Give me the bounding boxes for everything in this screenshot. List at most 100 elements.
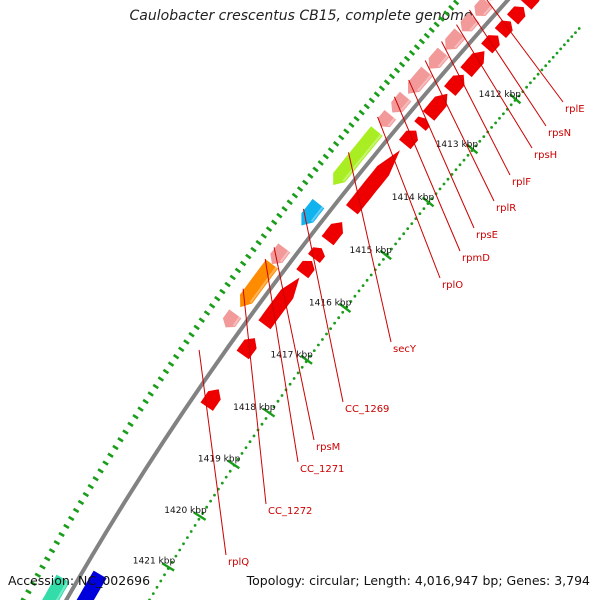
ruler-dot xyxy=(197,517,201,521)
inner-tick xyxy=(112,444,119,451)
ruler-dot xyxy=(220,481,224,485)
ruler-dot xyxy=(536,72,540,76)
ruler-dot xyxy=(163,573,166,577)
gene-feature-forward xyxy=(422,93,448,121)
inner-tick xyxy=(132,413,139,420)
ruler-dot xyxy=(509,103,513,107)
gene-leader-line xyxy=(264,258,299,463)
ruler-dot xyxy=(205,505,209,509)
ruler-tick-label: 1419 kbp xyxy=(198,455,241,465)
ruler-dot xyxy=(540,68,544,72)
gene-highlight xyxy=(492,18,501,28)
ruler-tick-label: 1414 kbp xyxy=(392,193,435,203)
ruler-dot xyxy=(365,278,369,282)
gene-label-rplR: rplR xyxy=(496,203,516,214)
inner-tick xyxy=(322,153,329,160)
ruler-dot xyxy=(228,469,232,473)
ruler-dot xyxy=(559,47,563,51)
ruler-dot xyxy=(369,273,373,277)
inner-tick xyxy=(127,421,134,428)
gene-leader-line xyxy=(486,0,564,103)
gene-highlight xyxy=(483,5,493,16)
inner-tick xyxy=(413,44,421,51)
ruler-dot xyxy=(410,222,414,226)
ruler-dot xyxy=(544,64,548,68)
gene-leader-line xyxy=(393,96,461,252)
ruler-tick-mark xyxy=(161,562,175,572)
gene-highlight xyxy=(232,316,241,327)
gene-highlight xyxy=(319,222,331,236)
inner-tick xyxy=(286,199,293,206)
ruler-dot xyxy=(159,579,163,583)
inner-tick xyxy=(172,353,180,360)
ruler-dot xyxy=(494,121,497,125)
gene-feature-secY xyxy=(333,126,383,185)
gene-feature-reverse xyxy=(378,110,397,128)
gene-feature-reverse xyxy=(428,47,450,69)
gene-feature-forward xyxy=(494,20,513,38)
gene-highlight xyxy=(279,250,290,263)
gene-feature-forward xyxy=(520,0,540,10)
ruler-dot xyxy=(466,153,470,157)
inner-tick xyxy=(122,429,129,435)
inner-tick xyxy=(312,166,319,173)
inner-tick xyxy=(448,4,455,11)
ruler-dot xyxy=(337,316,341,320)
gene-feature-forward xyxy=(296,260,315,279)
inner-tick xyxy=(137,406,144,412)
inner-tick xyxy=(281,206,288,212)
inner-tick xyxy=(428,27,435,34)
gene-feature-reverse xyxy=(222,309,242,328)
ruler-dot xyxy=(170,560,174,564)
inner-tick xyxy=(219,288,226,295)
inner-tick xyxy=(452,0,460,6)
map-title: Caulobacter crescentus CB15, complete ge… xyxy=(129,8,473,24)
ruler-tick-label: 1421 kbp xyxy=(133,557,176,567)
ruler-dot xyxy=(353,294,357,298)
inner-tick xyxy=(167,361,175,367)
gene-feature-reverse xyxy=(445,28,466,50)
gene-highlight xyxy=(55,580,69,600)
inner-tick xyxy=(63,523,70,530)
inner-tick xyxy=(87,483,94,490)
ruler-tick-mark xyxy=(466,143,479,155)
ruler-dot xyxy=(341,310,345,314)
ruler-tick-mark xyxy=(262,407,276,418)
gene-feature-reverse xyxy=(474,0,494,16)
ruler-dot xyxy=(570,35,574,38)
inner-tick xyxy=(183,339,190,345)
ruler-dot xyxy=(213,493,216,497)
inner-tick xyxy=(20,597,27,600)
ruler-dot xyxy=(430,197,434,201)
gene-feature-forward xyxy=(346,150,400,215)
gene-highlight xyxy=(417,74,432,92)
gene-feature-forward xyxy=(460,51,485,78)
ruler-dot xyxy=(377,263,381,266)
ruler-dot xyxy=(260,422,264,426)
gene-label-rpsN: rpsN xyxy=(548,128,571,139)
gene-highlight xyxy=(504,4,514,14)
gene-features xyxy=(42,0,540,600)
ruler-dot xyxy=(551,55,555,59)
gene-highlight xyxy=(249,266,278,303)
ruler-dot xyxy=(288,382,292,386)
ruler-dot xyxy=(474,144,478,148)
ruler-dot xyxy=(280,394,284,397)
ruler-dot xyxy=(418,212,422,216)
ruler-dotted-arc xyxy=(148,27,581,600)
ruler-dot xyxy=(296,371,300,375)
ruler-dot xyxy=(272,405,276,409)
ruler-dot xyxy=(186,536,189,539)
gene-leader-line xyxy=(242,288,267,505)
gene-highlight xyxy=(458,51,472,67)
gene-highlight xyxy=(305,245,313,254)
ruler-dot xyxy=(276,399,280,403)
ruler-dot xyxy=(321,338,324,341)
accession-text: Accession: NC_002696 xyxy=(8,573,151,588)
inner-tick xyxy=(117,437,124,443)
inner-tick xyxy=(250,246,257,253)
inner-tick xyxy=(343,128,350,135)
gene-leader-line xyxy=(348,152,392,343)
ruler-tick-mark xyxy=(421,196,435,208)
